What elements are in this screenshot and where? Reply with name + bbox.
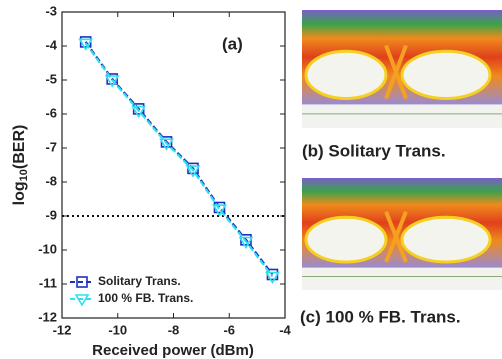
eye-opening xyxy=(306,217,386,262)
caption: (b) Solitary Trans. xyxy=(302,141,446,160)
y-tick-label: -11 xyxy=(39,275,57,290)
eye-diagram xyxy=(302,10,502,128)
legend-label: 100 % FB. Trans. xyxy=(98,291,193,305)
y-axis-label: log10(BER) xyxy=(11,125,30,206)
x-axis-label: Received power (dBm) xyxy=(92,342,254,359)
eye-opening xyxy=(402,217,490,262)
y-tick-label: -3 xyxy=(45,3,57,18)
x-tick-label: -10 xyxy=(108,322,127,337)
y-tick-label: -10 xyxy=(38,241,57,256)
eye-diagram xyxy=(302,178,502,290)
panel-label: (a) xyxy=(222,34,243,53)
eye-opening xyxy=(306,51,386,98)
x-tick-label: -12 xyxy=(53,322,72,337)
caption: (c) 100 % FB. Trans. xyxy=(300,307,461,326)
y-tick-label: -6 xyxy=(45,105,57,120)
y-tick-label: -4 xyxy=(45,37,57,52)
y-tick-label: -9 xyxy=(45,207,57,222)
x-tick-label: -8 xyxy=(168,322,180,337)
y-tick-label: -5 xyxy=(45,71,57,86)
eye-opening xyxy=(402,51,490,98)
page: {"chart_data": {"type": "line", "xlabel"… xyxy=(0,0,502,359)
y-tick-label: -8 xyxy=(45,173,57,188)
x-tick-label: -6 xyxy=(223,322,235,337)
plot-frame xyxy=(62,12,285,318)
figure: (a) Received power (dBm) log10(BER) (b) … xyxy=(0,0,502,359)
x-tick-label: -4 xyxy=(279,322,291,337)
y-tick-label: -7 xyxy=(45,139,57,154)
legend-label: Solitary Trans. xyxy=(98,274,181,288)
plot-area xyxy=(62,12,285,318)
